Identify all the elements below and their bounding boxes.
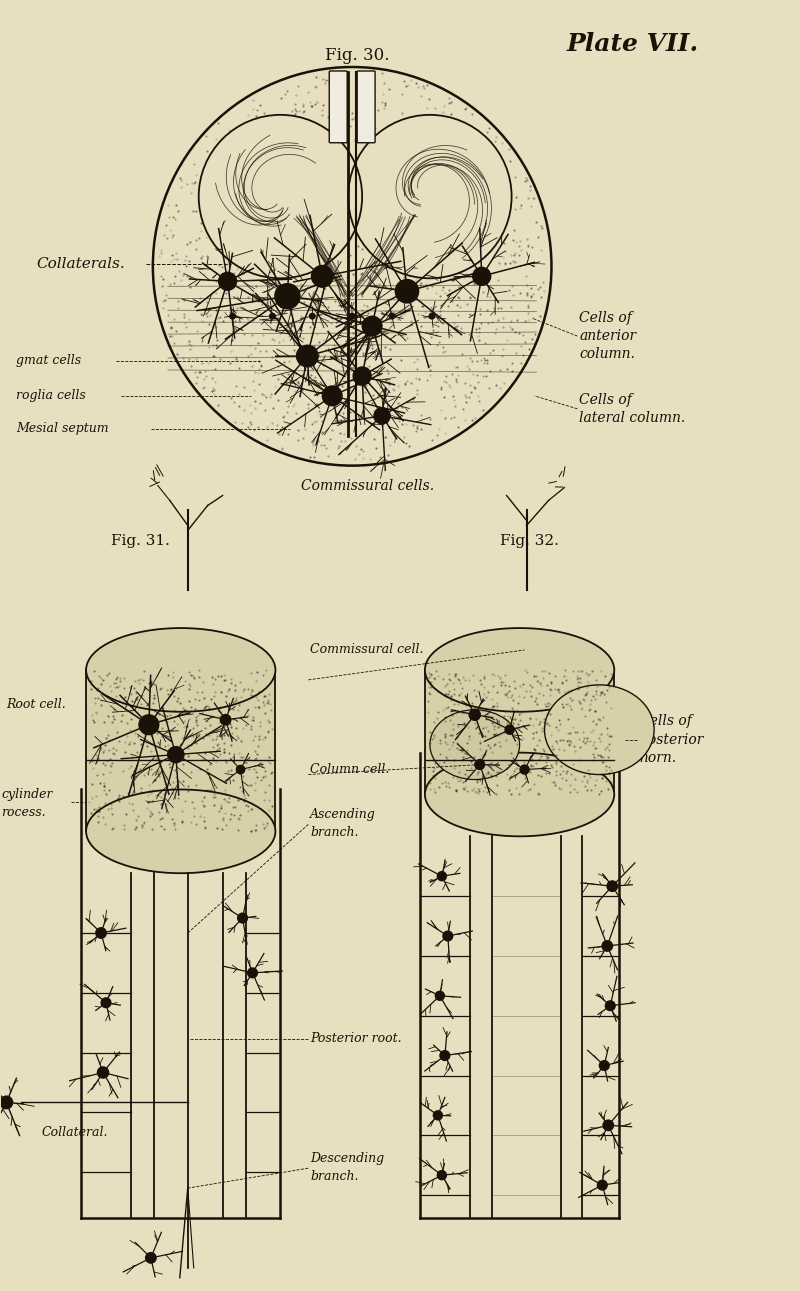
Text: roglia cells: roglia cells [16,390,86,403]
Circle shape [101,998,111,1008]
Circle shape [238,913,247,923]
FancyBboxPatch shape [86,670,275,831]
Circle shape [311,266,333,287]
Ellipse shape [545,684,654,775]
Text: branch.: branch. [310,1170,359,1183]
Circle shape [598,1180,607,1190]
Circle shape [390,314,395,319]
Text: Mesial septum: Mesial septum [16,422,109,435]
Circle shape [230,314,235,319]
Ellipse shape [425,627,614,711]
FancyBboxPatch shape [425,670,614,794]
Ellipse shape [86,627,275,711]
Text: Posterior root.: Posterior root. [310,1032,402,1046]
Circle shape [218,272,237,290]
Circle shape [0,1096,13,1109]
Circle shape [440,1051,450,1060]
Circle shape [603,1121,614,1131]
Circle shape [602,941,613,951]
Circle shape [139,715,158,735]
Circle shape [505,726,514,735]
FancyBboxPatch shape [330,71,347,143]
Text: Root cell.: Root cell. [6,698,66,711]
Circle shape [146,1252,156,1263]
Ellipse shape [430,710,519,780]
Circle shape [429,314,434,319]
Circle shape [607,880,618,891]
Text: Plate VII.: Plate VII. [566,32,699,56]
Text: Column cell.: Column cell. [310,763,390,776]
Text: Cells of
anterior
column.: Cells of anterior column. [579,311,637,361]
Text: Commissural cells.: Commissural cells. [301,479,434,493]
Circle shape [362,316,382,336]
FancyBboxPatch shape [357,71,375,143]
Circle shape [353,367,371,385]
Circle shape [438,871,446,880]
Text: Ascending: Ascending [310,808,376,821]
Circle shape [606,1001,615,1011]
Circle shape [435,991,444,1001]
Text: Collaterals.: Collaterals. [36,257,125,271]
Ellipse shape [425,753,614,837]
Circle shape [236,766,245,773]
Circle shape [434,1110,442,1119]
Circle shape [475,759,485,769]
Text: Cells of
lateral column.: Cells of lateral column. [579,392,686,425]
Circle shape [374,408,390,423]
Circle shape [469,709,480,720]
Text: Fig. 30.: Fig. 30. [325,46,390,65]
Ellipse shape [86,790,275,873]
Circle shape [248,968,258,977]
Circle shape [520,766,529,775]
Text: Fig. 32.: Fig. 32. [500,534,558,549]
Circle shape [168,746,184,763]
Text: Commissural cell.: Commissural cell. [310,643,424,657]
Circle shape [310,314,315,319]
Text: rocess.: rocess. [2,806,46,818]
Circle shape [297,345,318,367]
Circle shape [350,314,355,319]
Circle shape [322,386,342,405]
Text: Cells of
posterior
horn.: Cells of posterior horn. [639,714,703,766]
Text: gmat cells: gmat cells [16,355,82,368]
Text: Descending: Descending [310,1152,385,1164]
Circle shape [395,280,418,303]
Circle shape [438,1171,446,1180]
Circle shape [443,931,453,941]
Circle shape [96,928,106,939]
Text: cylinder: cylinder [2,788,53,800]
Circle shape [275,284,300,309]
Circle shape [98,1066,109,1078]
Text: Fig. 31.: Fig. 31. [111,534,170,549]
Text: Collateral.: Collateral. [42,1126,108,1139]
Circle shape [220,714,231,726]
Circle shape [599,1061,609,1070]
Circle shape [473,267,490,285]
Text: branch.: branch. [310,826,359,839]
Circle shape [270,314,275,319]
